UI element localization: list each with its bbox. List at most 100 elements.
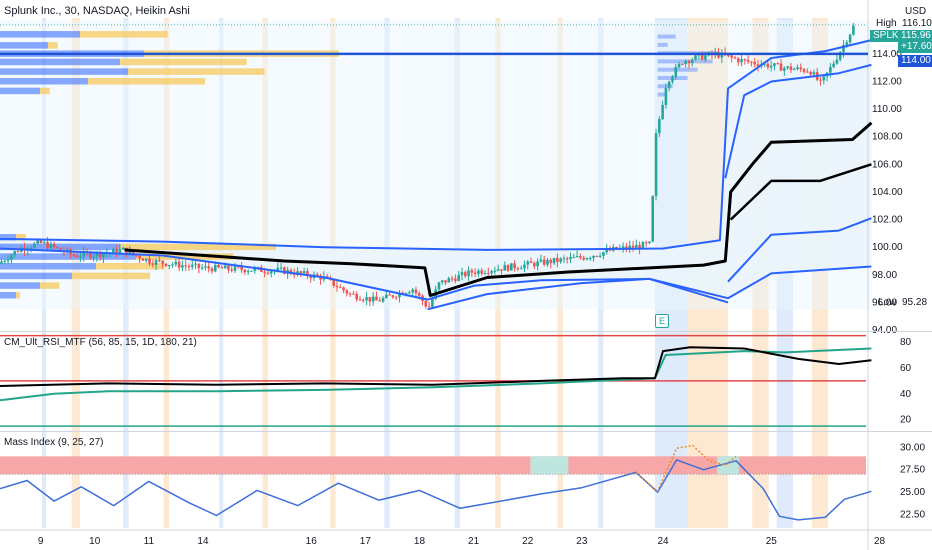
candle-body bbox=[483, 273, 487, 275]
candle-body bbox=[217, 264, 220, 268]
candle-body bbox=[473, 272, 477, 274]
candle-body bbox=[450, 278, 454, 280]
rsi-signal-line bbox=[0, 347, 872, 402]
candle-body bbox=[398, 292, 401, 298]
mass-axis-tick-label: 27.50 bbox=[900, 465, 925, 476]
deviation-line bbox=[727, 217, 872, 283]
candle-body bbox=[529, 261, 533, 263]
high-value: 116.10 bbox=[902, 18, 932, 29]
candle-body bbox=[6, 259, 10, 261]
candle-body bbox=[227, 265, 230, 270]
candle-body bbox=[194, 263, 197, 265]
volume-profile-bar-up bbox=[0, 243, 120, 251]
rsi-line bbox=[0, 346, 872, 387]
candle-body bbox=[233, 266, 237, 271]
candle-body bbox=[796, 67, 799, 69]
candle-body bbox=[750, 61, 753, 63]
symbol-badge: SPLK bbox=[870, 30, 902, 42]
candle-body bbox=[36, 240, 39, 244]
candle-body bbox=[687, 60, 691, 63]
lower-band-line bbox=[0, 247, 872, 301]
price-axis-tick-label: 112.00 bbox=[872, 77, 902, 88]
candle-body bbox=[845, 42, 849, 45]
candle-body bbox=[174, 261, 178, 265]
volume-profile-bar-up bbox=[0, 262, 96, 270]
candle-body bbox=[588, 257, 592, 259]
rsi-indicator-title[interactable]: CM_Ult_RSI_MTF (56, 85, 15, 1D, 180, 21) bbox=[4, 337, 197, 348]
candle-body bbox=[565, 258, 569, 260]
candle-body bbox=[621, 246, 625, 248]
candle-body bbox=[638, 245, 641, 249]
volume-profile-bar-up bbox=[0, 68, 128, 75]
volume-profile-bar-up bbox=[0, 291, 16, 299]
candle-body bbox=[572, 257, 576, 259]
candle-body bbox=[838, 52, 842, 60]
candle-body bbox=[684, 60, 687, 65]
earnings-marker-label: E bbox=[658, 316, 665, 326]
earnings-marker[interactable]: E bbox=[655, 314, 669, 328]
candle-body bbox=[220, 267, 224, 269]
price-axis-tick-label: 106.00 bbox=[872, 159, 903, 170]
candle-body bbox=[213, 264, 217, 272]
candle-body bbox=[625, 246, 628, 249]
candle-body bbox=[746, 59, 750, 62]
mass-index-title[interactable]: Mass Index (9, 25, 27) bbox=[4, 437, 104, 448]
chart-title: Splunk Inc., 30, NASDAQ, Heikin Ashi bbox=[4, 5, 190, 17]
candle-body bbox=[315, 274, 319, 276]
hline-price-badge: 114.00 bbox=[898, 55, 932, 67]
candle-body bbox=[385, 294, 388, 299]
price-axis-tick-label: 110.00 bbox=[872, 104, 902, 115]
volume-profile-bar-down bbox=[120, 243, 276, 251]
candle-body bbox=[852, 25, 855, 35]
candle-body bbox=[42, 242, 46, 244]
volume-profile-bar-down bbox=[120, 58, 247, 66]
candle-body bbox=[740, 59, 743, 63]
candle-body bbox=[809, 71, 812, 75]
candle-body bbox=[756, 64, 760, 67]
candle-body bbox=[223, 265, 227, 269]
candle-body bbox=[832, 63, 835, 67]
candle-body bbox=[381, 298, 385, 302]
candle-body bbox=[375, 296, 378, 301]
candle-body bbox=[789, 66, 793, 70]
volume-profile-bar-up bbox=[0, 87, 40, 95]
candle-body bbox=[141, 258, 145, 261]
candle-body bbox=[240, 266, 243, 270]
price-axis-tick-label: 98.00 bbox=[872, 270, 897, 281]
candle-body bbox=[309, 276, 312, 279]
candle-body bbox=[246, 271, 250, 273]
volume-profile-bar-up bbox=[0, 234, 16, 241]
price-axis-tick-label: 96.00 bbox=[872, 297, 897, 308]
volume-profile-bar-down bbox=[16, 234, 26, 241]
candle-body bbox=[29, 247, 33, 250]
candle-body bbox=[184, 265, 187, 267]
candle-body bbox=[490, 271, 493, 274]
volume-profile-bar-up bbox=[0, 78, 88, 85]
candle-body bbox=[523, 264, 526, 269]
candle-body bbox=[783, 68, 786, 71]
candle-body bbox=[533, 262, 536, 267]
candle-body bbox=[549, 259, 553, 264]
mass-band bbox=[0, 456, 866, 475]
candle-body bbox=[829, 66, 832, 73]
candle-body bbox=[371, 296, 375, 302]
candle-body bbox=[519, 268, 523, 270]
time-axis-tick-label: 14 bbox=[197, 536, 209, 547]
candle-body bbox=[559, 258, 562, 262]
candle-body bbox=[253, 268, 257, 271]
upper-band-2-line bbox=[724, 63, 872, 179]
candle-body bbox=[812, 72, 816, 75]
candle-body bbox=[338, 287, 342, 289]
volume-profile-bar-up bbox=[0, 272, 72, 280]
vwap-line bbox=[124, 121, 873, 297]
candle-body bbox=[388, 294, 391, 296]
candle-body bbox=[112, 248, 115, 253]
candle-body bbox=[579, 255, 582, 258]
candle-body bbox=[595, 255, 599, 257]
rsi-axis-tick-label: 60 bbox=[900, 363, 912, 374]
candle-body bbox=[283, 267, 286, 274]
candle-body bbox=[391, 295, 395, 298]
candle-body bbox=[651, 195, 655, 242]
candle-body bbox=[72, 254, 76, 256]
